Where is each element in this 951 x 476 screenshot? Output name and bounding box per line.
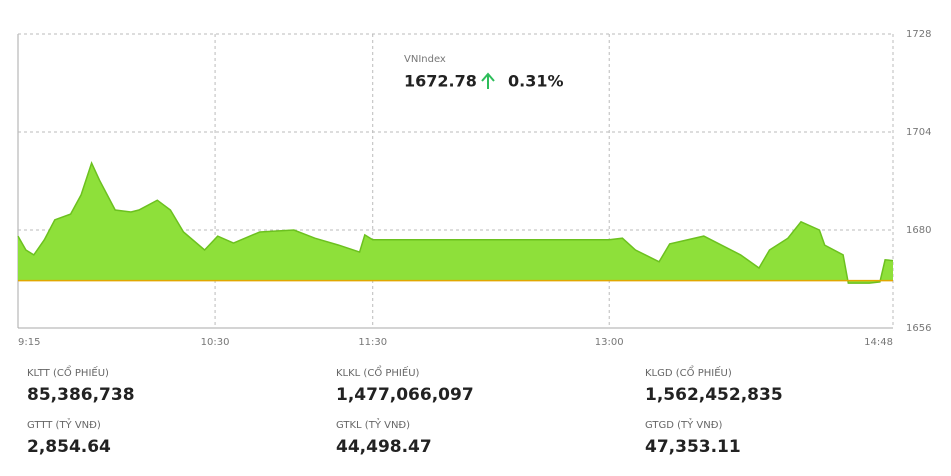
stats: KLTT (CỔ PHIẾU) 85,386,738 KLKL (CỔ PHIẾU)… (27, 364, 783, 457)
y-tick-label: 1680 (906, 225, 931, 236)
stat-label: KLTT (CỔ PHIẾU) (27, 364, 109, 379)
plot (17, 33, 894, 328)
stat-label: GTTT (TỶ VNĐ) (27, 417, 101, 431)
index-name: VNIndex (404, 54, 446, 65)
x-tick-label: 14:48 (864, 337, 893, 348)
stat-label: KLKL (CỔ PHIẾU) (336, 364, 420, 379)
stat-value: 1,562,452,835 (645, 385, 783, 405)
x-tick-label: 10:30 (201, 337, 230, 348)
stat-value: 44,498.47 (336, 437, 432, 457)
stat-value: 1,477,066,097 (336, 385, 474, 405)
stat-value: 2,854.64 (27, 437, 111, 457)
area (18, 163, 893, 284)
stat-value: 85,386,738 (27, 385, 135, 405)
x-tick-label: 11:30 (358, 337, 387, 348)
stat-label: GTKL (TỶ VNĐ) (336, 417, 410, 431)
stat-label: KLGD (CỔ PHIẾU) (645, 364, 732, 379)
stat-value: 47,353.11 (645, 437, 741, 457)
up-arrow (481, 72, 495, 89)
y-tick-label: 1704 (906, 127, 931, 138)
y-tick-label: 1728 (906, 29, 931, 40)
x-tick-label: 9:15 (18, 337, 40, 348)
index-change: 0.31% (508, 72, 564, 91)
index-value: 1672.78 (404, 72, 477, 91)
line (17, 160, 894, 284)
x-tick-label: 13:00 (595, 337, 624, 348)
stat-label: GTGD (TỶ VNĐ) (645, 417, 722, 431)
y-tick-label: 1656 (906, 323, 931, 334)
